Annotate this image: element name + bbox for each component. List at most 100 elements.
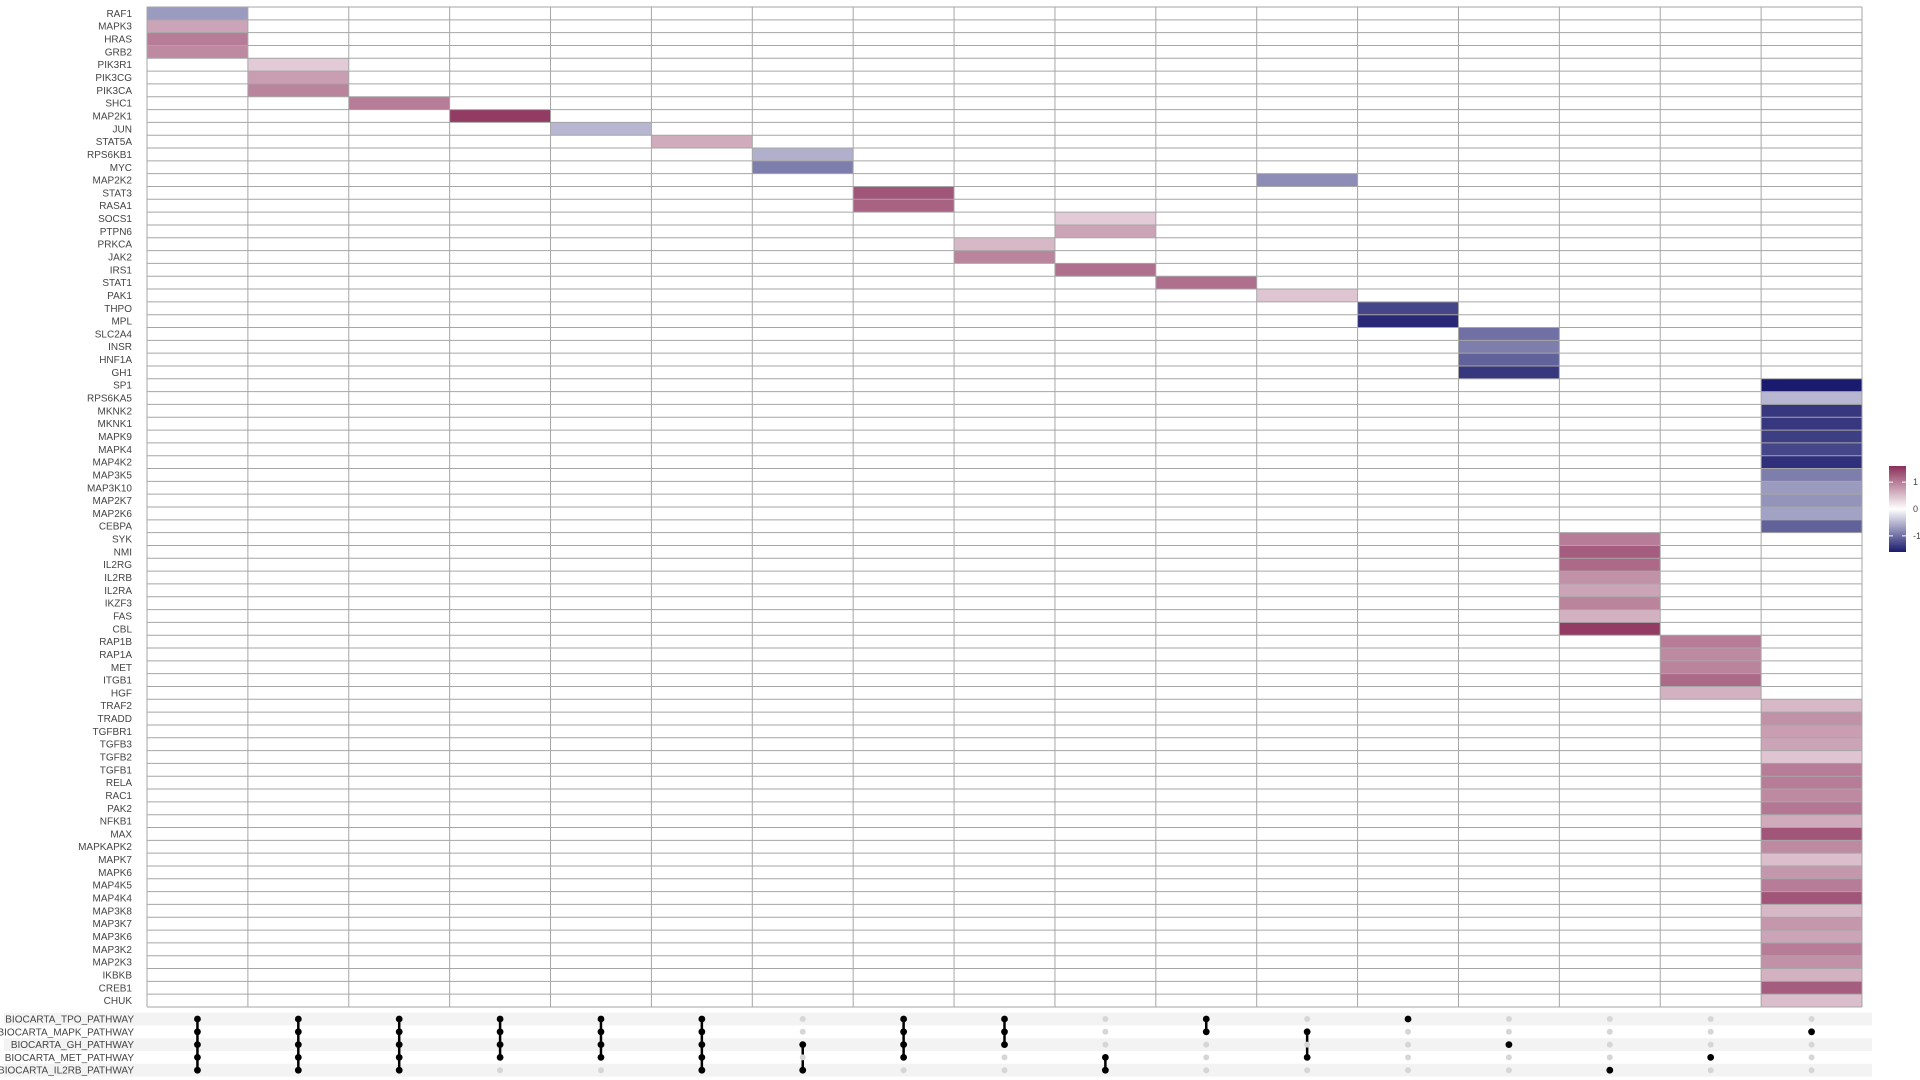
- intersection-dot-filled: [1202, 1028, 1210, 1036]
- gene-label: STAT3: [102, 188, 132, 199]
- heatmap-cell: [1761, 955, 1862, 969]
- gene-label: CBL: [113, 624, 133, 635]
- intersection-dot-empty: [1001, 1054, 1008, 1061]
- gene-label: MAP4K4: [93, 894, 133, 905]
- intersection-dot-filled: [194, 1041, 201, 1048]
- intersection-dot-empty: [1405, 1054, 1412, 1061]
- heatmap-cell: [1761, 737, 1862, 751]
- heatmap-cell: [1458, 365, 1560, 379]
- heatmap-cell: [247, 58, 349, 72]
- intersection-dot-empty: [1606, 1016, 1613, 1022]
- heatmap-cell: [752, 160, 854, 174]
- intersection-dot-filled: [1505, 1041, 1513, 1048]
- legend-tick-label: 1: [1913, 477, 1918, 487]
- gene-label: TGFB2: [100, 753, 133, 764]
- intersection-dot-filled: [597, 1028, 605, 1036]
- intersection-dot-filled: [294, 1028, 302, 1036]
- intersection-dot-empty: [1405, 1028, 1412, 1035]
- gene-label: TRAF2: [100, 701, 132, 712]
- gene-label: NFKB1: [100, 817, 133, 828]
- intersection-dot-empty: [597, 1067, 604, 1074]
- gene-label: MAP2K6: [93, 509, 133, 520]
- intersection-dot-empty: [1808, 1041, 1815, 1048]
- gene-label: HNF1A: [99, 355, 132, 366]
- gene-label: MAP3K5: [93, 470, 133, 481]
- intersection-dot-filled: [496, 1054, 504, 1061]
- gene-label: PIK3R1: [98, 60, 133, 71]
- heatmap-cell: [1761, 404, 1862, 418]
- intersection-dot-empty: [1707, 1016, 1714, 1022]
- heatmap-cell: [147, 32, 248, 46]
- intersection-dot-filled: [395, 1066, 403, 1074]
- intersection-dot-empty: [1102, 1041, 1109, 1048]
- intersection-dot-filled: [1707, 1054, 1715, 1061]
- gene-label: ITGB1: [103, 676, 132, 687]
- gene-label: CHUK: [104, 996, 133, 1007]
- gene-label: MAPK7: [98, 855, 132, 866]
- intersection-dot-empty: [1808, 1054, 1815, 1061]
- heatmap-cell: [1761, 430, 1862, 443]
- intersection-dot-empty: [799, 1016, 806, 1022]
- pathway-label: BIOCARTA_MAPK_PATHWAY: [0, 1027, 134, 1038]
- heatmap-cell: [147, 19, 248, 33]
- heatmap-grid: [146, 6, 1863, 1008]
- intersection-dot-filled: [597, 1054, 605, 1061]
- gene-label: MAX: [110, 829, 132, 840]
- heatmap-cell: [147, 45, 248, 59]
- gene-label: MAP2K7: [93, 496, 133, 507]
- heatmap-cell: [348, 96, 450, 110]
- gene-label: RAF1: [106, 9, 132, 20]
- intersection-dot-empty: [799, 1028, 806, 1035]
- intersection-dot-empty: [1707, 1028, 1714, 1035]
- intersection-dot-empty: [1405, 1041, 1412, 1048]
- heatmap-cell: [1761, 468, 1862, 482]
- heatmap-cell: [1761, 942, 1862, 956]
- heatmap-cell: [853, 199, 955, 213]
- intersection-dot-filled: [1404, 1015, 1412, 1023]
- gene-labels: RAF1MAPK3HRASGRB2PIK3R1PIK3CGPIK3CASHC1M…: [78, 9, 132, 1007]
- heatmap-cell: [1559, 609, 1661, 623]
- gene-label: RAP1A: [99, 650, 132, 661]
- intersection-dot-filled: [194, 1066, 201, 1074]
- pathway-label: BIOCARTA_IL2RB_PATHWAY: [0, 1066, 134, 1077]
- intersection-dot-filled: [1101, 1066, 1109, 1074]
- heatmap-cell: [1256, 173, 1358, 187]
- heatmap-cell: [1761, 814, 1862, 828]
- gene-label: GRB2: [105, 47, 133, 58]
- heatmap-cell: [1054, 224, 1156, 238]
- intersection-dot-filled: [1101, 1054, 1109, 1061]
- gene-label: SHC1: [105, 99, 132, 110]
- gene-label: MAPKAPK2: [78, 842, 132, 853]
- intersection-dot-empty: [1001, 1067, 1008, 1074]
- gene-label: STAT1: [102, 278, 132, 289]
- heatmap-cell: [752, 148, 854, 161]
- intersection-dot-filled: [698, 1028, 706, 1036]
- gene-label: IL2RA: [104, 586, 132, 597]
- intersection-dot-filled: [799, 1041, 807, 1048]
- intersection-dot-filled: [698, 1066, 706, 1074]
- gene-label: PTPN6: [100, 227, 133, 238]
- gene-label: INSR: [108, 342, 132, 353]
- intersection-dot-filled: [799, 1066, 807, 1074]
- gene-label: RELA: [106, 778, 132, 789]
- gene-label: SOCS1: [98, 214, 132, 225]
- heatmap-cell: [1761, 519, 1862, 533]
- intersection-dot-empty: [1505, 1028, 1512, 1035]
- intersection-dot-filled: [698, 1054, 706, 1061]
- heatmap-cell: [651, 135, 753, 149]
- heatmap-cell: [1761, 417, 1862, 431]
- gene-label: RPS6KB1: [87, 150, 132, 161]
- intersection-dot-filled: [395, 1054, 403, 1061]
- heatmap-cell: [1761, 878, 1862, 892]
- intersection-dot-filled: [294, 1041, 302, 1048]
- heatmap-cell: [1660, 660, 1762, 674]
- gene-label: MPL: [111, 317, 132, 328]
- gene-label: MKNK1: [98, 419, 133, 430]
- intersection-dot-filled: [294, 1066, 302, 1074]
- intersection-dot-filled: [1303, 1028, 1311, 1036]
- gene-label: CREB1: [99, 983, 133, 994]
- gene-label: JAK2: [108, 253, 132, 264]
- heatmap-cell: [1761, 968, 1862, 982]
- heatmap-cell: [1559, 532, 1661, 546]
- heatmap-cell: [1761, 763, 1862, 777]
